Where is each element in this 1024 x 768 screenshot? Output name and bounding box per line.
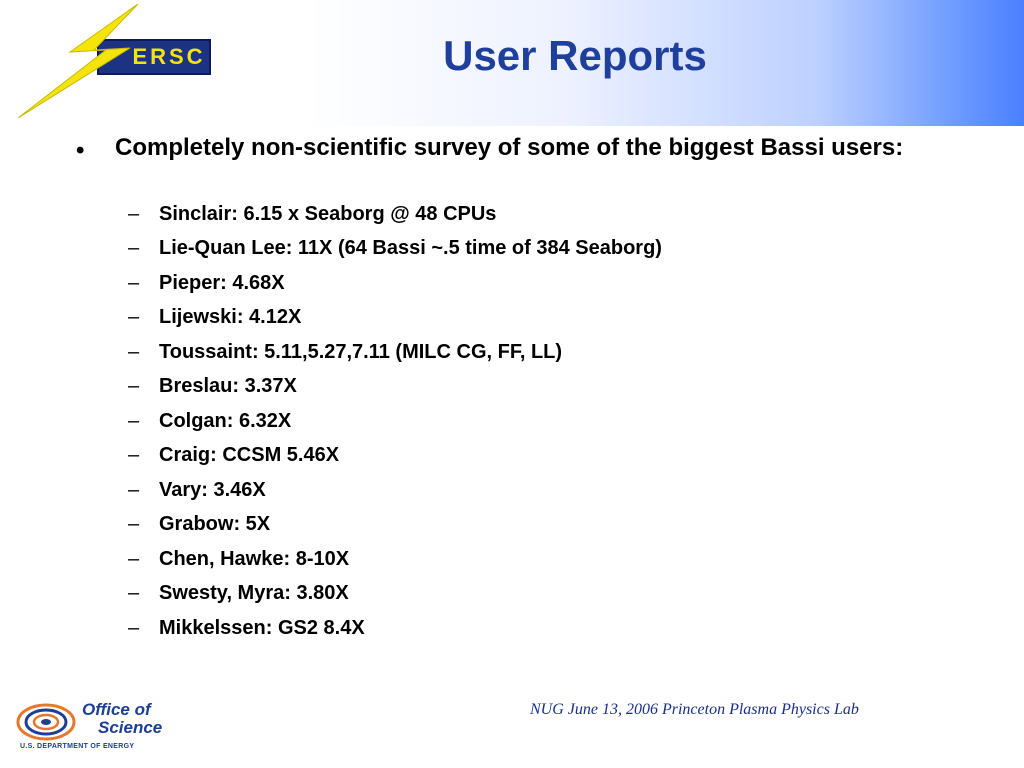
sub-bullet-item: – Craig: CCSM 5.46X [128,439,662,474]
sub-bullet-text: Lijewski: 4.12X [159,306,302,329]
sub-bullet-text: Chen, Hawke: 8-10X [159,547,350,570]
sub-bullet-text: Swesty, Myra: 3.80X [159,582,349,605]
dash-marker: – [128,478,140,501]
dash-marker: – [128,513,140,536]
dash-marker: – [128,582,140,605]
sub-bullet-item: – Vary: 3.46X [128,473,662,508]
slide-title: User Reports [443,32,707,79]
sub-bullet-list: – Sinclair: 6.15 x Seaborg @ 48 CPUs – Lie… [128,197,662,646]
sub-bullet-text: Colgan: 6.32X [159,409,292,432]
sub-bullet-item: – Lie-Quan Lee: 11X (64 Bassi ~.5 time of… [128,232,662,267]
sub-bullet-text: Mikkelssen: GS2 8.4X [159,616,365,639]
sub-bullet-text: Grabow: 5X [159,513,271,536]
doe-swirl-logo-icon [16,702,76,742]
bullet-text: Completely non-scientific survey of some… [115,134,904,161]
sub-bullet-item: – Lijewski: 4.12X [128,301,662,336]
sub-bullet-text: Pieper: 4.68X [159,271,285,294]
sub-bullet-item: – Toussaint: 5.11,5.27,7.11 (MILC CG, FF,… [128,335,662,370]
sub-bullet-text: Toussaint: 5.11,5.27,7.11 (MILC CG, FF, … [159,340,563,363]
sub-bullet-item: – Grabow: 5X [128,508,662,543]
footer-text: NUG June 13, 2006 Princeton Plasma Physi… [530,701,859,718]
sub-bullet-text: Sinclair: 6.15 x Seaborg @ 48 CPUs [159,202,497,225]
doe-logo-line1: Office of [82,700,151,719]
dash-marker: – [128,616,140,639]
logo-text: ERSC [132,44,206,69]
sub-bullet-text: Lie-Quan Lee: 11X (64 Bassi ~.5 time of … [159,237,662,260]
doe-logo-line2: Science [98,718,163,737]
sub-bullet-item: – Breslau: 3.37X [128,370,662,405]
sub-bullet-text: Breslau: 3.37X [159,375,297,398]
sub-bullet-item: – Colgan: 6.32X [128,404,662,439]
dash-marker: – [128,271,140,294]
sub-bullet-text: Vary: 3.46X [159,478,266,501]
lightning-bolt-logo-icon [17,3,211,119]
dash-marker: – [128,340,140,363]
dash-marker: – [128,375,140,398]
dash-marker: – [128,306,140,329]
dash-marker: – [128,444,140,467]
sub-bullet-item: – Sinclair: 6.15 x Seaborg @ 48 CPUs [128,197,662,232]
dash-marker: – [128,409,140,432]
bullet-marker: • [76,137,85,164]
sub-bullet-text: Craig: CCSM 5.46X [159,444,340,467]
sub-bullet-item: – Pieper: 4.68X [128,266,662,301]
dash-marker: – [128,202,140,225]
dash-marker: – [128,547,140,570]
sub-bullet-item: – Mikkelssen: GS2 8.4X [128,611,662,646]
doe-logo-line3: U.S. DEPARTMENT OF ENERGY [20,743,135,750]
nersc-logo: ERSC [17,3,218,120]
sub-bullet-item: – Swesty, Myra: 3.80X [128,577,662,612]
dash-marker: – [128,237,140,260]
sub-bullet-item: – Chen, Hawke: 8-10X [128,542,662,577]
